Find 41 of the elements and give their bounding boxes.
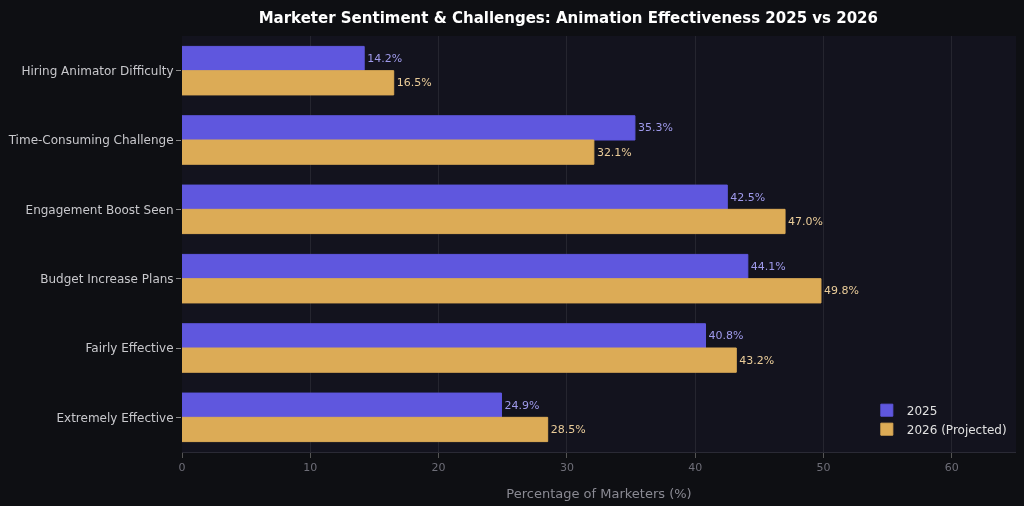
x-tick-label: 10 bbox=[303, 461, 318, 475]
bar bbox=[182, 253, 749, 280]
legend-label: 2025 bbox=[906, 403, 938, 418]
bar bbox=[182, 70, 395, 96]
x-tick-label: 60 bbox=[944, 461, 959, 475]
bar bbox=[182, 347, 737, 373]
bar bbox=[182, 323, 706, 349]
data-label: 40.8% bbox=[708, 329, 744, 343]
y-tick-label: Fairly Effective bbox=[85, 341, 174, 356]
data-label: 28.5% bbox=[550, 422, 586, 436]
bar bbox=[182, 45, 365, 72]
bar bbox=[182, 139, 595, 165]
data-label: 16.5% bbox=[396, 76, 432, 90]
data-label: 35.3% bbox=[637, 121, 673, 135]
x-tick-label: 50 bbox=[816, 461, 831, 475]
y-tick-label: Budget Increase Plans bbox=[40, 271, 174, 286]
y-tick-label: Engagement Boost Seen bbox=[25, 202, 174, 217]
bar bbox=[182, 184, 728, 210]
data-label: 14.2% bbox=[367, 52, 403, 66]
data-label: 47.0% bbox=[788, 214, 823, 228]
x-axis-title: Percentage of Marketers (%) bbox=[506, 485, 692, 501]
y-tick-label: Hiring Animator Difficulty bbox=[21, 63, 174, 78]
bar bbox=[182, 416, 549, 443]
x-tick-label: 40 bbox=[688, 461, 703, 475]
data-label: 42.5% bbox=[730, 190, 766, 204]
bar bbox=[182, 115, 636, 141]
x-tick-label: 0 bbox=[178, 461, 186, 475]
bar bbox=[182, 208, 786, 235]
data-label: 43.2% bbox=[739, 353, 775, 367]
bar bbox=[182, 278, 822, 304]
chart-title: Marketer Sentiment & Challenges: Animation Effectiveness 2025 vs 2026 bbox=[258, 9, 878, 28]
legend-label: 2026 (Projected) bbox=[906, 422, 1007, 437]
x-tick-label: 30 bbox=[559, 461, 574, 475]
y-tick-label: Extremely Effective bbox=[56, 410, 174, 425]
data-label: 44.1% bbox=[750, 260, 786, 274]
data-label: 32.1% bbox=[596, 145, 632, 159]
bar bbox=[182, 392, 502, 418]
x-tick-label: 20 bbox=[431, 461, 446, 475]
data-label: 24.9% bbox=[504, 398, 540, 412]
data-label: 49.8% bbox=[823, 284, 859, 298]
y-tick-label: Time-Consuming Challenge bbox=[7, 133, 174, 148]
